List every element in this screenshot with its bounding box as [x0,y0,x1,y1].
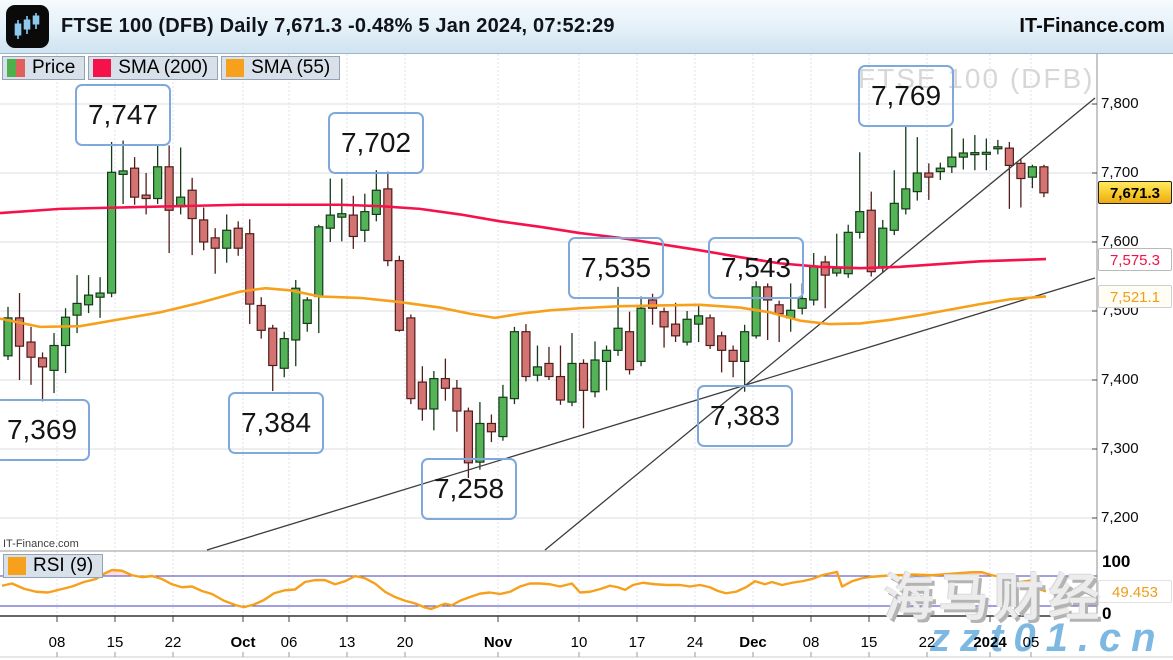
date-axis-label: 08 [802,634,820,651]
price-annotation[interactable]: 7,543 [708,237,804,299]
legend-price-label: Price [32,57,76,78]
price-axis-label: 7,600 [1101,233,1139,250]
brand-link[interactable]: IT-Finance.com [1019,15,1165,37]
sma55-value-tag: 7,521.1 [1098,285,1172,309]
date-axis-label: 15 [860,634,878,651]
date-axis-label: 22 [918,634,936,651]
date-axis-label: 05 [1022,634,1040,651]
price-annotation[interactable]: 7,702 [328,112,424,174]
sma200-swatch-icon [93,59,112,77]
date-axis-label: Dec [739,634,767,651]
cn-url-watermark: zzt01.cn [930,616,1166,660]
price-axis-label: 7,400 [1101,371,1139,388]
legend-sma55-label: SMA (55) [251,57,331,78]
price-annotation[interactable]: 7,384 [228,392,324,454]
title-bar: FTSE 100 (DFB) Daily 7,671.3 -0.48% 5 Ja… [0,0,1173,54]
price-axis-label: 7,200 [1101,509,1139,526]
app-logo-icon [6,5,49,48]
legend-rsi[interactable]: RSI (9) [3,554,104,578]
date-axis-label: 08 [48,634,66,651]
date-axis-label: 20 [396,634,414,651]
legend-sma200[interactable]: SMA (200) [88,56,219,80]
instrument-title: FTSE 100 (DFB) Daily 7,671.3 -0.48% 5 Ja… [61,15,615,37]
legend-sma200-label: SMA (200) [118,57,209,78]
date-axis-label: 06 [280,634,298,651]
price-annotation[interactable]: 7,747 [75,84,171,146]
date-axis-label: 15 [106,634,124,651]
sma55-swatch-icon [226,59,245,77]
legend-price[interactable]: Price [2,56,86,80]
sma200-value-tag: 7,575.3 [1098,248,1172,272]
price-swatch-icon [7,59,25,77]
price-axis-label: 7,700 [1101,164,1139,181]
legend-rsi-label: RSI (9) [33,555,94,576]
cn-watermark: 海马财经 [884,570,1104,626]
chart-watermark: FTSE 100 (DFB) [858,63,1095,94]
date-axis-label: 24 [686,634,704,651]
date-axis-label: Nov [483,634,513,651]
legend-sma55[interactable]: SMA (55) [221,56,341,80]
date-axis-label: 10 [570,634,588,651]
rsi-max-label: 100 [1102,552,1131,571]
rsi-value-tag: 49.453 [1098,580,1172,604]
price-annotation[interactable]: 7,383 [697,385,793,447]
date-axis-label: 13 [338,634,356,651]
date-axis-label: 17 [628,634,646,651]
price-axis-label: 7,800 [1101,95,1139,112]
date-axis-label: Oct [230,634,256,651]
provider-footnote: IT-Finance.com [3,538,79,550]
last-price-tag: 7,671.3 [1098,180,1172,204]
price-annotation[interactable]: 7,369 [0,399,90,461]
rsi-legend: RSI (9) [3,554,104,578]
rsi-swatch-icon [8,557,26,575]
price-annotation[interactable]: 7,769 [858,65,954,127]
price-annotation[interactable]: 7,535 [568,237,664,299]
price-axis-label: 7,300 [1101,440,1139,457]
price-annotation[interactable]: 7,258 [421,458,517,520]
rsi-min-label: 0 [1102,604,1112,623]
date-axis-label: 22 [164,634,182,651]
main-legend: Price SMA (200) SMA (55) [2,56,341,80]
date-axis-label: 2024 [973,634,1007,651]
